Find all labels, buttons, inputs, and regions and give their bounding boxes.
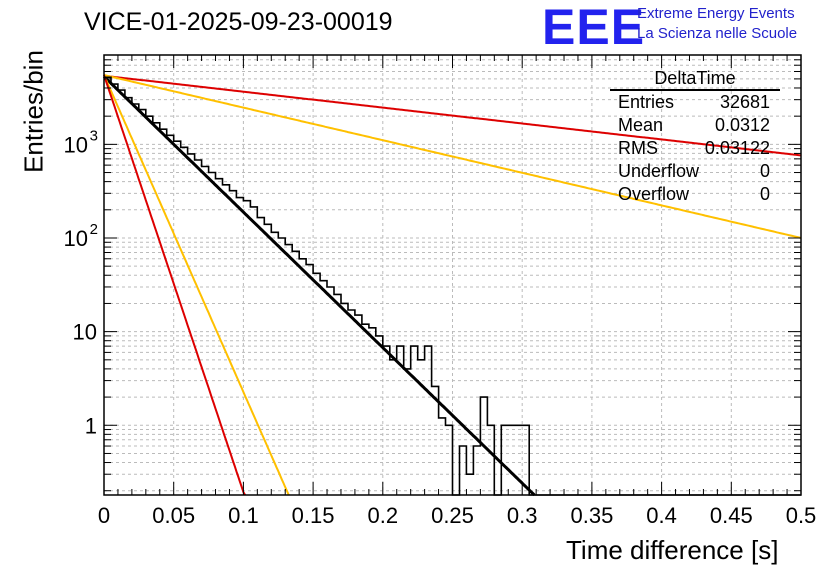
curve-red-fast bbox=[103, 74, 246, 496]
y-tick-exponent: 3 bbox=[90, 127, 98, 144]
x-tick-label: 0.05 bbox=[152, 503, 195, 528]
y-tick-exponent: 2 bbox=[90, 221, 98, 238]
stats-value: 0.03122 bbox=[704, 138, 770, 158]
y-tick-label: 10 bbox=[64, 226, 88, 251]
x-tick-label: 0 bbox=[98, 503, 110, 528]
stats-value: 0.0312 bbox=[714, 115, 770, 135]
x-tick-label: 0.1 bbox=[228, 503, 259, 528]
stats-value: 0 bbox=[759, 184, 770, 204]
stats-title: DeltaTime bbox=[610, 68, 780, 91]
curve-red-slow bbox=[103, 74, 802, 157]
stats-key: Mean bbox=[618, 115, 664, 135]
stats-box: DeltaTime Entries 32681 Mean 0.0312 RMS 0.0… bbox=[610, 68, 780, 206]
stats-row: RMS 0.03122 bbox=[610, 137, 780, 160]
stats-key: Entries bbox=[618, 92, 675, 112]
stats-row: Entries 32681 bbox=[610, 91, 780, 114]
stats-value: 32681 bbox=[719, 92, 770, 112]
stats-key: RMS bbox=[618, 138, 658, 158]
logo-line-1: Extreme Energy Events bbox=[637, 5, 795, 22]
eee-logo: EEE bbox=[542, 0, 646, 55]
stats-key: Underflow bbox=[618, 161, 700, 181]
stats-value: 0 bbox=[759, 161, 770, 181]
x-tick-label: 0.25 bbox=[431, 503, 474, 528]
x-tick-label: 0.45 bbox=[710, 503, 753, 528]
x-tick-label: 0.5 bbox=[786, 503, 817, 528]
curve-orange-slow bbox=[103, 74, 802, 239]
x-tick-label: 0.3 bbox=[507, 503, 538, 528]
x-tick-label: 0.4 bbox=[646, 503, 677, 528]
y-tick-label: 10 bbox=[73, 320, 97, 345]
y-tick-label: 10 bbox=[64, 132, 88, 157]
stats-row: Mean 0.0312 bbox=[610, 114, 780, 137]
y-axis-label: Entries/bin bbox=[18, 50, 49, 173]
x-tick-label: 0.15 bbox=[292, 503, 335, 528]
curve-fit bbox=[102, 75, 536, 497]
curves bbox=[102, 74, 802, 497]
y-tick-label: 1 bbox=[85, 413, 97, 438]
stats-key: Overflow bbox=[618, 184, 690, 204]
x-tick-label: 0.2 bbox=[368, 503, 399, 528]
logo-line-2: La Scienza nelle Scuole bbox=[637, 25, 798, 42]
x-axis-label: Time difference [s] bbox=[566, 535, 779, 565]
stats-row: Overflow 0 bbox=[610, 183, 780, 206]
stats-row: Underflow 0 bbox=[610, 160, 780, 183]
curve-orange-fast bbox=[103, 74, 290, 496]
tick-labels: 0 0.05 0.1 0.15 0.2 0.25 0.3 0.35 0.4 0.45 0.5 1 10 1… bbox=[64, 127, 817, 528]
x-tick-label: 0.35 bbox=[570, 503, 613, 528]
chart-title: VICE-01-2025-09-23-00019 bbox=[84, 8, 393, 36]
axis-ticks bbox=[103, 55, 802, 495]
